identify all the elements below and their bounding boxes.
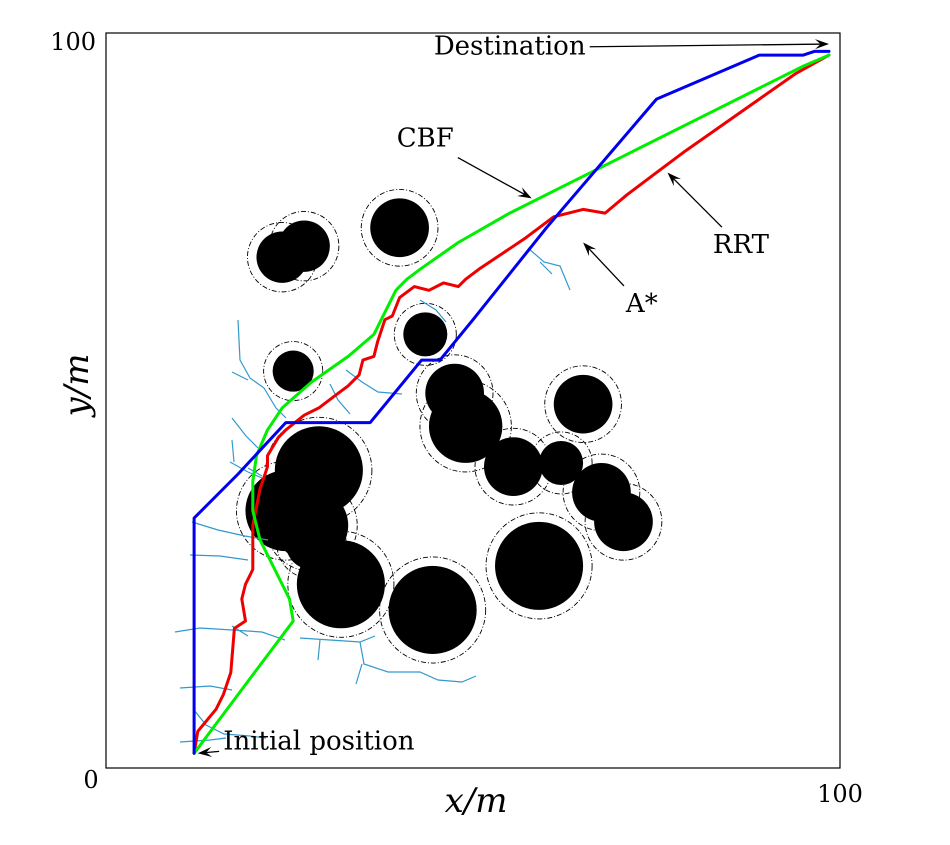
- annotation-label-initial-position: Initial position: [223, 726, 415, 756]
- rrt-tree-branch-5: [193, 709, 267, 739]
- obstacle-margin-15: [485, 512, 593, 620]
- rrt-tree-branch-10: [317, 639, 321, 661]
- annotation-label-rrt: RRT: [713, 230, 770, 260]
- plot-frame: [105, 32, 841, 769]
- rrt-tree-branch-19: [345, 369, 403, 395]
- annotation-arrow-shaft-4: [583, 243, 625, 287]
- obstacle-margin-5: [263, 341, 324, 402]
- rrt-tree-branch-1: [191, 521, 269, 541]
- rrt-tree-branch-12: [229, 461, 263, 479]
- path-rrt: [192, 53, 831, 755]
- rrt-tree-layer: [174, 247, 571, 743]
- rrt-tree-branch-7: [299, 635, 376, 643]
- obstacle-margin-13: [419, 380, 512, 473]
- obstacle-4: [403, 312, 448, 357]
- y-tick-label-max: 100: [50, 28, 96, 56]
- annotation-arrow-shaft-2: [457, 156, 531, 198]
- annotation-arrowhead-2: [517, 187, 532, 199]
- rrt-tree-branch-21: [527, 247, 571, 291]
- rrt-tree-branch-17: [231, 371, 249, 381]
- annotation-arrowhead-3: [667, 172, 681, 187]
- rrt-tree-branch-22: [539, 261, 553, 275]
- rrt-tree-branch-6: [179, 737, 227, 743]
- rrt-tree-branch-20: [419, 299, 447, 323]
- obstacle-16: [539, 440, 584, 485]
- obstacle-11: [388, 565, 477, 655]
- obstacle-3: [370, 198, 429, 258]
- rrt-tree-branch-3: [174, 627, 286, 641]
- obstacle-19: [594, 492, 653, 552]
- obstacle-2: [278, 220, 330, 272]
- obstacle-margin-2: [269, 211, 340, 282]
- rrt-tree-branch-15: [231, 417, 259, 449]
- path-cbf: [192, 53, 831, 755]
- annotation-arrowhead-5: [197, 747, 213, 758]
- obstacle-15: [495, 521, 584, 610]
- annotation-arrowhead-4: [583, 242, 597, 257]
- x-tick-label-min: 0: [83, 766, 98, 794]
- rrt-tree-branch-8: [359, 641, 477, 683]
- y-axis-label: y/m: [57, 354, 97, 419]
- annotation-layer: Destination CBF RRT A* Initial position: [197, 32, 829, 758]
- obstacle-5: [272, 350, 314, 392]
- obstacle-10: [296, 540, 385, 629]
- path-a-star: [192, 49, 831, 755]
- obstacle-margin-3: [360, 188, 439, 267]
- obstacle-14: [484, 437, 543, 497]
- obstacle-margin-17: [544, 365, 622, 443]
- obstacle-margin-4: [393, 302, 457, 366]
- rrt-tree-branch-18: [329, 383, 351, 415]
- rrt-tree-branch-13: [231, 439, 235, 463]
- annotation-arrowhead-1: [814, 39, 829, 50]
- annotation-label-cbf: CBF: [397, 124, 454, 154]
- path-layer: [192, 49, 831, 755]
- rrt-tree-branch-9: [355, 663, 363, 685]
- obstacle-17: [553, 374, 613, 434]
- obstacle-margin-11: [379, 556, 487, 664]
- rrt-tree-branch-2: [189, 554, 249, 561]
- x-tick-label-max: 100: [817, 780, 863, 808]
- annotation-label-a-star: A*: [625, 289, 658, 319]
- annotation-arrow-shaft-1: [589, 43, 827, 48]
- obstacle-margin-10: [287, 530, 395, 638]
- rrt-tree-branch-16: [237, 319, 287, 419]
- obstacle-layer: [236, 188, 663, 664]
- annotation-arrow-shaft-3: [668, 173, 723, 228]
- x-axis-label: x/m: [445, 781, 508, 821]
- annotation-label-destination: Destination: [434, 32, 586, 62]
- obstacle-13: [428, 389, 503, 463]
